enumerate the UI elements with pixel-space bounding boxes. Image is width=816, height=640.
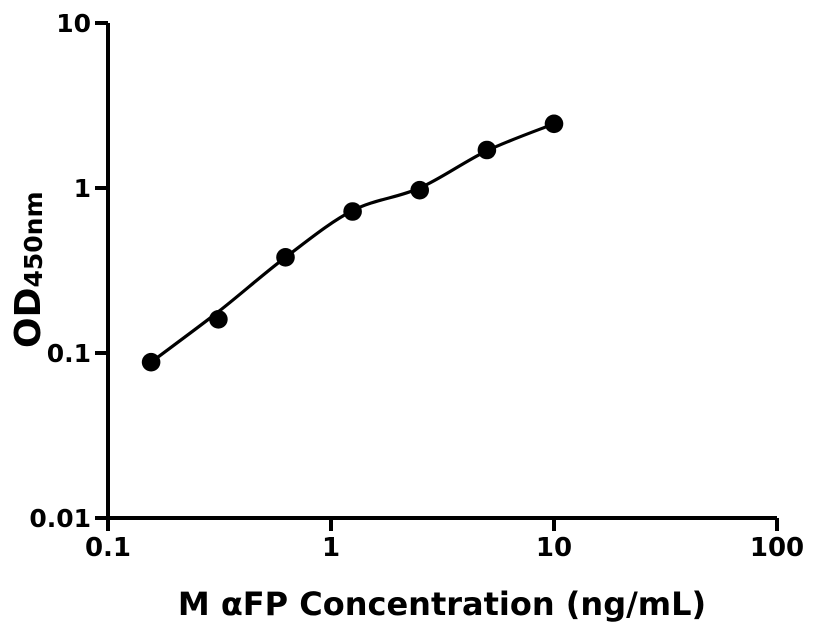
data-point (141, 352, 161, 372)
x-axis-title: M αFP Concentration (ng/mL) (178, 585, 706, 623)
y-axis-title: OD450nm (8, 191, 49, 348)
y-tick-label: 1 (74, 174, 91, 203)
y-tick-label: 10 (56, 9, 91, 38)
data-point (276, 247, 295, 267)
x-tick-label: 10 (536, 533, 572, 563)
y-tick-label: 0.1 (47, 339, 91, 368)
y-tick-label: 0.01 (29, 504, 91, 533)
fit-curve-layer (150, 122, 555, 364)
y-axis-title-main: OD (8, 288, 49, 349)
x-tick-label: 0.1 (85, 533, 131, 563)
data-point (410, 180, 430, 200)
axes (106, 23, 777, 520)
data-points-layer (141, 114, 564, 372)
fit-curve (150, 122, 555, 364)
axis-ticks (95, 21, 779, 531)
data-point (477, 140, 497, 160)
x-tick-label: 1 (322, 533, 340, 563)
x-tick-label: 100 (750, 533, 804, 563)
data-point (209, 310, 228, 329)
data-point (544, 114, 564, 134)
data-point (343, 202, 362, 221)
y-axis-title-subscript: 450nm (19, 191, 48, 287)
axis-spines (106, 23, 777, 520)
